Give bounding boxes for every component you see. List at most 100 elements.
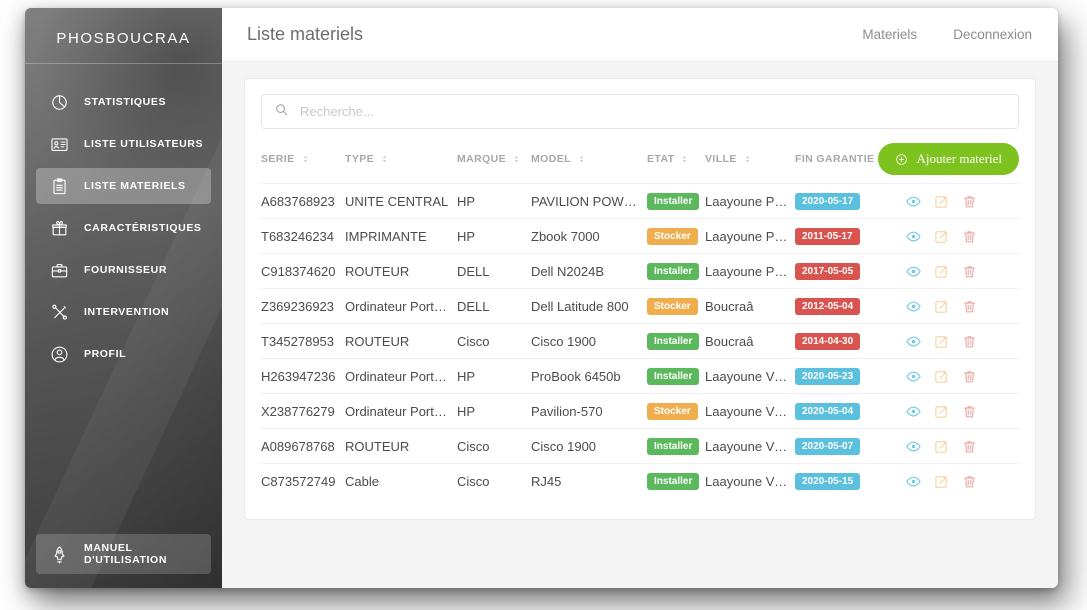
view-icon[interactable] (906, 229, 921, 244)
plus-circle-icon (896, 153, 908, 165)
table-row: A683768923 UNITE CENTRAL HP PAVILION POW… (261, 183, 1019, 218)
pie-chart-icon (49, 92, 69, 112)
row-actions (905, 439, 1019, 454)
delete-icon[interactable] (962, 299, 977, 314)
delete-icon[interactable] (962, 264, 977, 279)
column-header-ville[interactable]: VILLE (705, 153, 795, 165)
cell-etat: Stocker (647, 402, 705, 420)
edit-icon[interactable] (934, 474, 949, 489)
content: SERIE TYPE MARQUE MODEL (222, 62, 1058, 588)
table-row: C918374620 ROUTEUR DELL Dell N2024B Inst… (261, 253, 1019, 288)
cell-marque: Cisco (457, 473, 490, 489)
view-icon[interactable] (906, 334, 921, 349)
column-header-type[interactable]: TYPE (345, 153, 457, 165)
table-row: Z369236923 Ordinateur Portable DELL Dell… (261, 288, 1019, 323)
cell-serie: Z369236923 (261, 298, 335, 314)
sort-icon (380, 153, 389, 165)
cell-model: Cisco 1900 (531, 333, 597, 349)
column-header-etat[interactable]: ETAT (647, 153, 705, 165)
sidebar-item-fournisseur[interactable]: FOURNISSEUR (36, 252, 211, 288)
cell-model: Dell Latitude 800 (531, 298, 629, 314)
add-materiel-button[interactable]: Ajouter materiel (878, 143, 1019, 175)
row-actions (905, 334, 1019, 349)
edit-icon[interactable] (934, 299, 949, 314)
edit-icon[interactable] (934, 404, 949, 419)
sidebar-item-intervention[interactable]: INTERVENTION (36, 294, 211, 330)
delete-icon[interactable] (962, 474, 977, 489)
sidebar-item-label: FOURNISSEUR (84, 264, 168, 276)
edit-icon[interactable] (934, 194, 949, 209)
cell-etat: Installer (647, 367, 705, 385)
row-actions (905, 474, 1019, 489)
sort-icon (577, 153, 586, 165)
view-icon[interactable] (906, 474, 921, 489)
view-icon[interactable] (906, 264, 921, 279)
cell-type: Cable (345, 473, 379, 489)
sidebar-item-manuel-utilisation[interactable]: MANUEL D'UTILISATION (36, 534, 211, 574)
page-title: Liste materiels (247, 24, 364, 44)
cell-ville: Laayoune Ville (705, 473, 791, 489)
view-icon[interactable] (906, 194, 921, 209)
edit-icon[interactable] (934, 229, 949, 244)
delete-icon[interactable] (962, 439, 977, 454)
sidebar-item-caracteristiques[interactable]: CARACTÉRISTIQUES (36, 210, 211, 246)
table-row: T683246234 IMPRIMANTE HP Zbook 7000 Stoc… (261, 218, 1019, 253)
briefcase-icon (49, 260, 69, 280)
cell-ville: Laayoune Ville (705, 368, 791, 384)
etat-badge: Stocker (647, 403, 698, 420)
view-icon[interactable] (906, 404, 921, 419)
column-label: VILLE (705, 153, 737, 165)
topbar-link-materiels[interactable]: Materiels (862, 27, 918, 42)
fin-garantie-badge: 2020-05-07 (795, 438, 861, 455)
fin-garantie-badge: 2020-05-04 (795, 403, 861, 420)
cell-model: PAVILION POWER (531, 193, 642, 209)
cell-model: ProBook 6450b (531, 368, 621, 384)
view-icon[interactable] (906, 439, 921, 454)
sort-icon (680, 153, 689, 165)
row-actions (905, 404, 1019, 419)
cell-serie: C918374620 (261, 263, 336, 279)
cell-etat: Stocker (647, 227, 705, 245)
delete-icon[interactable] (962, 334, 977, 349)
sidebar-item-liste-materiels[interactable]: LISTE MATERIELS (36, 168, 211, 204)
edit-icon[interactable] (934, 264, 949, 279)
cell-marque: HP (457, 403, 476, 419)
delete-icon[interactable] (962, 369, 977, 384)
sidebar-item-label: MANUEL D'UTILISATION (84, 542, 168, 566)
delete-icon[interactable] (962, 194, 977, 209)
edit-icon[interactable] (934, 369, 949, 384)
cell-type: Ordinateur Portable (345, 368, 457, 384)
search-icon (274, 102, 289, 122)
column-header-model[interactable]: MODEL (531, 153, 647, 165)
sidebar-item-profil[interactable]: PROFIL (36, 336, 211, 372)
view-icon[interactable] (906, 369, 921, 384)
sidebar-item-label: LISTE MATERIELS (84, 180, 186, 192)
sidebar-item-liste-utilisateurs[interactable]: LISTE UTILISATEURS (36, 126, 211, 162)
delete-icon[interactable] (962, 229, 977, 244)
table-row: H263947236 Ordinateur Portable HP ProBoo… (261, 358, 1019, 393)
cell-serie: T683246234 (261, 228, 335, 244)
app-window: PHOSBOUCRAA STATISTIQUES LISTE UTILISATE… (25, 8, 1058, 588)
column-label: MARQUE (457, 153, 507, 165)
topbar-link-deconnexion[interactable]: Deconnexion (953, 27, 1032, 42)
edit-icon[interactable] (934, 439, 949, 454)
fin-garantie-badge: 2012-05-04 (795, 298, 861, 315)
delete-icon[interactable] (962, 404, 977, 419)
search-input[interactable] (300, 104, 1006, 119)
sidebar-item-statistiques[interactable]: STATISTIQUES (36, 84, 211, 120)
etat-badge: Stocker (647, 298, 698, 315)
cell-marque: HP (457, 368, 476, 384)
etat-badge: Installer (647, 333, 700, 350)
sort-icon (512, 153, 521, 165)
column-header-serie[interactable]: SERIE (261, 153, 345, 165)
cell-model: Pavilion-570 (531, 403, 603, 419)
cell-marque: Cisco (457, 333, 490, 349)
cell-fin-garantie: 2020-05-17 (795, 192, 905, 210)
etat-badge: Installer (647, 193, 700, 210)
column-header-marque[interactable]: MARQUE (457, 153, 531, 165)
search-box (261, 94, 1019, 129)
edit-icon[interactable] (934, 334, 949, 349)
cell-fin-garantie: 2020-05-04 (795, 402, 905, 420)
view-icon[interactable] (906, 299, 921, 314)
table-row: A089678768 ROUTEUR Cisco Cisco 1900 Inst… (261, 428, 1019, 463)
